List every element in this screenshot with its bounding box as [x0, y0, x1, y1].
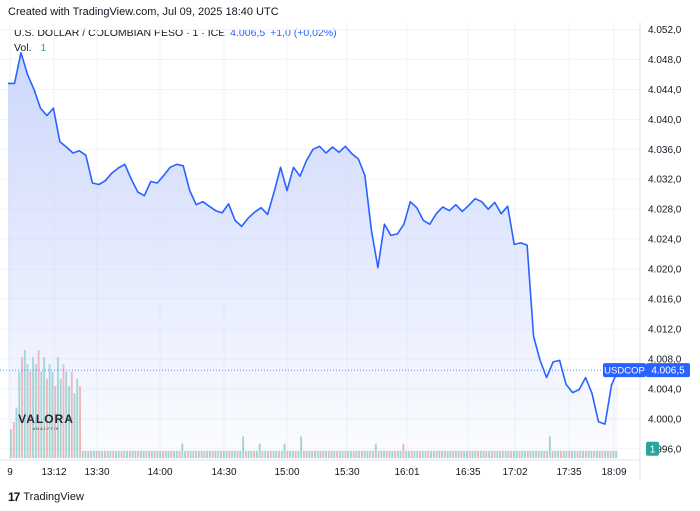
price-tags: USDCOP 4.006,5 1: [603, 363, 690, 456]
price-area-fill: [8, 52, 618, 460]
y-tick-label: 4.028,0: [648, 205, 682, 216]
y-tick-label: 4.008,0: [648, 354, 682, 365]
last-price-tag: [646, 363, 690, 378]
last-value: 4.006,5: [230, 27, 266, 39]
symbol-tag: [603, 363, 646, 378]
created-with-text: Created with TradingView.com, Jul 09, 20…: [8, 6, 279, 18]
symbol-name[interactable]: U.S. DOLLAR / COLOMBIAN PESO · 1 · ICE: [14, 27, 226, 39]
x-tick-label: 13:12: [41, 467, 66, 478]
watermark-tagline: ANALYTIK: [32, 426, 60, 431]
y-tick-label: 4.036,0: [648, 145, 682, 156]
volume-label[interactable]: Vol.: [14, 42, 32, 54]
y-tick-label: 4.040,0: [648, 115, 682, 126]
x-tick-label: 13:30: [84, 467, 109, 478]
x-tick-label: 16:01: [394, 467, 419, 478]
volume-value: 1: [40, 42, 47, 54]
volume-legend: Vol. 1: [14, 42, 46, 54]
x-tick-label: 9: [7, 467, 13, 478]
x-tick-label: 18:09: [601, 467, 626, 478]
x-tick-label: 15:30: [334, 467, 359, 478]
valora-watermark: VALORA ANALYTIK: [18, 412, 74, 431]
tradingview-logo-icon: 17: [8, 490, 20, 504]
y-tick-label: 4.048,0: [648, 55, 682, 66]
x-tick-label: 16:35: [455, 467, 480, 478]
y-tick-label: 4.032,0: [648, 175, 682, 186]
y-tick-label: 4.020,0: [648, 265, 682, 276]
x-tick-label: 14:00: [147, 467, 172, 478]
x-tick-label: 17:35: [556, 467, 581, 478]
y-tick-label: 3.996,0: [648, 444, 682, 455]
y-tick-label: 4.012,0: [648, 324, 682, 335]
y-tick-label: 4.044,0: [648, 85, 682, 96]
tradingview-brand: TradingView: [23, 491, 84, 503]
x-tick-label: 14:30: [211, 467, 236, 478]
tradingview-footer[interactable]: 17 TradingView: [8, 490, 84, 504]
last-price-tag-label: 4.006,5: [651, 366, 685, 377]
x-axis-labels: 9 13:12 13:30 14:00 14:30 15:00 15:30 16:01 16:3…: [7, 467, 627, 478]
y-tick-label: 4.052,0: [648, 25, 682, 36]
x-tick-label: 17:02: [502, 467, 527, 478]
volume-tag: [646, 441, 659, 456]
y-tick-label: 4.000,0: [648, 414, 682, 425]
y-tick-label: 4.024,0: [648, 235, 682, 246]
y-axis-labels: 4.052,0 4.048,0 4.044,0 4.040,0 4.036,0 4.032…: [648, 25, 682, 455]
watermark-name: VALORA: [18, 412, 74, 426]
volume-tag-label: 1: [650, 444, 656, 455]
x-tick-label: 15:00: [274, 467, 299, 478]
y-tick-label: 4.004,0: [648, 384, 682, 395]
y-tick-label: 4.016,0: [648, 295, 682, 306]
symbol-tag-label: USDCOP: [604, 366, 645, 377]
price-line: [8, 51, 619, 425]
